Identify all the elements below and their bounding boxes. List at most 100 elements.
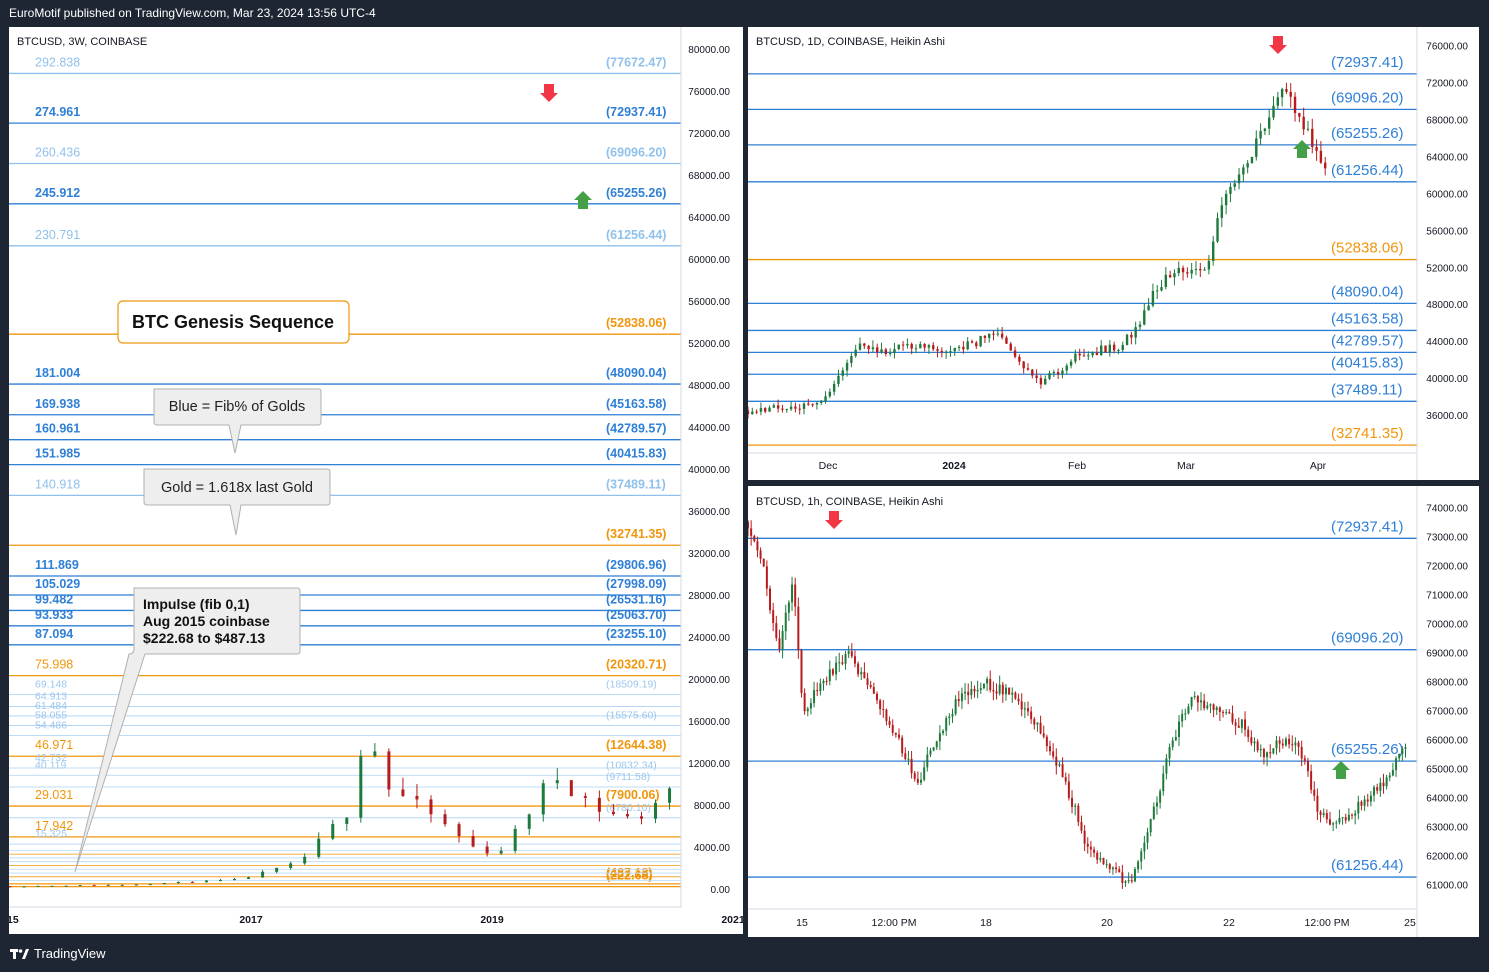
chart-3w-svg[interactable]: 292.838 (77672.47) 274.961 (72937.41) 260.43…: [9, 27, 743, 934]
candle-1d-candle: [876, 347, 879, 353]
candle-1h-candle: [1382, 782, 1385, 787]
candle-1h-candle: [986, 678, 989, 684]
candle-1d-candle: [944, 351, 948, 353]
candle-1h-candle: [797, 606, 800, 651]
candle-1d-candle: [764, 408, 767, 412]
chart-panel-1h[interactable]: (72937.41) (69096.20) (65255.26) (61256.44)…: [748, 486, 1479, 937]
candle-1h-candle: [920, 779, 923, 783]
price-level-label: (61256.44): [1331, 857, 1404, 874]
candle-1h-candle: [1297, 742, 1300, 747]
candle-1d-candle: [815, 402, 819, 405]
candle-1h-candle: [1225, 712, 1228, 714]
price-level-label: (69096.20): [1331, 89, 1404, 106]
candle-1h-candle: [1162, 773, 1165, 792]
tradingview-logo[interactable]: TradingView: [10, 946, 106, 961]
price-level-label: (65255.26): [1331, 741, 1404, 758]
candle-1d-candle: [863, 343, 866, 346]
price-level-label: (37489.11): [606, 477, 666, 491]
fib-label: 87.094: [35, 627, 73, 641]
candle-1h-candle: [898, 734, 901, 738]
candle-1h-candle: [1020, 701, 1023, 710]
candle-1h-candle: [979, 688, 982, 690]
candle-1h-candle: [1045, 736, 1048, 747]
candle-1h-candle: [1014, 692, 1017, 699]
candle-1h-candle: [1395, 758, 1398, 771]
candle-1h-candle: [1011, 692, 1014, 695]
symbol-label-bg: [13, 32, 149, 48]
time-tick-label: Feb: [1068, 460, 1086, 472]
candle-1h-candle: [1093, 849, 1096, 853]
candle-1d-candle: [1048, 373, 1051, 379]
candle-3w-candle: [317, 838, 321, 857]
candle-1d-candle: [768, 407, 771, 412]
candle-1d-candle: [867, 345, 870, 350]
candle-1h-candle: [1146, 832, 1149, 843]
candle-1h-candle: [822, 680, 825, 684]
candle-1h-candle: [970, 688, 973, 696]
fib-label: 42.732: [35, 752, 67, 764]
fib-label: 230.791: [35, 228, 80, 242]
candle-1d-candle: [858, 343, 862, 350]
candle-1h-candle: [1099, 858, 1102, 860]
candle-1h-candle: [1247, 729, 1250, 738]
price-tick-label: 48000.00: [688, 381, 730, 392]
price-level-label: (40415.83): [1331, 354, 1404, 371]
price-axis-bg: [682, 27, 743, 934]
candle-1h-candle: [1347, 814, 1350, 821]
candle-1d-candle: [1005, 337, 1008, 344]
time-tick-label: 12:00 PM: [872, 917, 917, 929]
candle-1d-candle: [1125, 334, 1129, 345]
candle-1d-candle: [1293, 96, 1297, 114]
candle-1h-candle: [954, 699, 957, 714]
candle-1h-candle: [1385, 777, 1388, 787]
candle-1h-candle: [841, 662, 844, 664]
price-tick-label: 67000.00: [1426, 707, 1468, 718]
price-level-label: (72937.41): [606, 105, 666, 119]
chart-1h-svg[interactable]: (72937.41) (69096.20) (65255.26) (61256.44)…: [748, 486, 1479, 937]
chart-panel-3w[interactable]: 292.838 (77672.47) 274.961 (72937.41) 260.43…: [9, 27, 743, 934]
candle-1h-candle: [866, 678, 869, 686]
candle-1h-candle: [891, 724, 894, 733]
symbol-label: BTCUSD, 1h, COINBASE, Heikin Ashi: [756, 496, 943, 508]
candle-1d-candle: [979, 335, 982, 347]
down-arrow-marker: [540, 84, 558, 102]
candle-1d-candle: [1160, 287, 1163, 291]
up-arrow-marker: [1293, 140, 1311, 158]
candle-3w-candle: [387, 751, 391, 790]
candle-1h-candle: [916, 778, 919, 783]
candle-1d-candle: [966, 341, 969, 350]
price-tick-label: 40000.00: [688, 465, 730, 476]
candle-3w-candle: [401, 789, 405, 796]
candle-3w-candle: [499, 850, 503, 854]
candle-1h-candle: [1121, 872, 1124, 883]
price-tick-label: 65000.00: [1426, 765, 1468, 776]
candle-1h-candle: [1004, 687, 1007, 695]
candle-1h-candle: [803, 693, 806, 712]
chart-1d-svg[interactable]: (72937.41) (69096.20) (65255.26) (61256.44)…: [748, 27, 1479, 480]
candle-1h-candle: [967, 691, 970, 696]
candle-1h-candle: [791, 584, 794, 603]
candle-1d-candle: [975, 342, 978, 347]
price-level-label: (37489.11): [1331, 381, 1402, 398]
fib-label: 15.325: [35, 828, 67, 840]
fib-label: 29.031: [35, 788, 73, 802]
candle-1h-candle: [847, 651, 850, 654]
candle-1d-candle: [1229, 186, 1232, 194]
candle-1h-candle: [1143, 842, 1146, 852]
price-tick-label: 64000.00: [1426, 152, 1468, 163]
candle-3w-candle: [92, 885, 96, 887]
candle-1h-candle: [948, 716, 951, 719]
candle-1d-candle: [850, 355, 853, 363]
price-level-label: (77672.47): [606, 55, 666, 69]
candle-1d-candle: [1100, 345, 1103, 355]
candle-1d-candle: [1074, 353, 1077, 362]
candle-1h-candle: [1316, 795, 1319, 812]
candle-1d-candle: [1319, 150, 1323, 163]
candle-1h-candle: [1237, 725, 1240, 728]
candle-1h-candle: [750, 528, 753, 536]
candle-3w-candle: [162, 882, 166, 885]
chart-panel-1d[interactable]: (72937.41) (69096.20) (65255.26) (61256.44)…: [748, 27, 1479, 480]
candle-1h-candle: [1026, 708, 1029, 712]
candle-1d-candle: [1199, 268, 1202, 271]
fib-label: 140.918: [35, 477, 80, 491]
